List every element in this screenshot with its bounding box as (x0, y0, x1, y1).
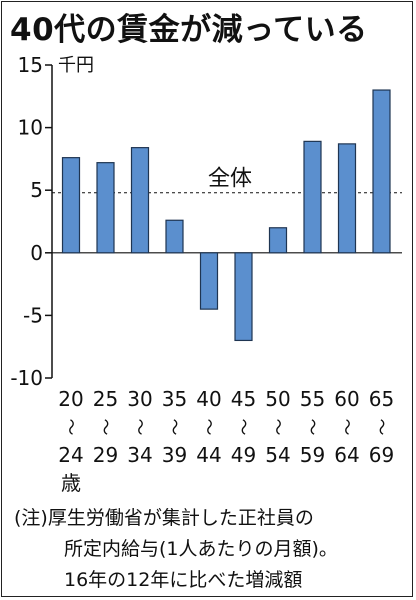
y-tick-label: 5 (30, 178, 43, 202)
y-tick-label: -5 (23, 303, 43, 327)
category-label-from: 55 (300, 387, 325, 411)
category-label-to: 34 (127, 443, 152, 467)
footnote-line-2: 所定内給与(1人あたりの月額)。 (64, 538, 338, 560)
category-label-from: 20 (58, 387, 83, 411)
category-range-mark: ～ (233, 419, 253, 436)
reference-line-label: 全体 (208, 167, 252, 192)
y-tick-label: 15 (18, 53, 43, 77)
category-range-mark: ～ (336, 419, 356, 436)
category-label-from: 25 (93, 387, 118, 411)
category-range-mark: ～ (302, 419, 322, 436)
bar (165, 219, 184, 254)
bar (199, 252, 219, 310)
category-label-to: 69 (369, 443, 394, 467)
category-label-from: 35 (162, 387, 187, 411)
category-label-from: 30 (127, 387, 152, 411)
y-tick-label: -10 (10, 366, 43, 390)
category-label-to: 64 (334, 443, 359, 467)
category-label-to: 24 (58, 443, 83, 467)
category-range-mark: ～ (371, 419, 391, 436)
bar (61, 157, 81, 254)
bar (268, 227, 288, 254)
category-range-mark: ～ (95, 419, 115, 436)
footnote: (注)厚生労働省が集計した正社員の 所定内給与(1人あたりの月額)。 16年の1… (14, 503, 410, 596)
footnote-line-1: (注)厚生労働省が集計した正社員の (14, 507, 314, 529)
category-label-from: 45 (231, 387, 256, 411)
category-label-to: 54 (265, 443, 290, 467)
unit-label: 千円 (58, 55, 94, 76)
category-label-to: 44 (196, 443, 221, 467)
chart-title: 40代の賃金が減っている (10, 12, 368, 48)
category-label-from: 40 (196, 387, 221, 411)
bar (96, 162, 115, 254)
category-labels: 20 ～ 24 歳 25 ～ 29 30 ～ 34 35 ～ 39 40 ～ 44 45 ～ 49 50 ～ 54 55 ～ 5… (58, 387, 394, 495)
category-label-from: 65 (369, 387, 394, 411)
bars-layer (61, 89, 391, 342)
category-range-mark: ～ (60, 419, 80, 436)
y-tick-label: 0 (30, 241, 43, 265)
category-label-to: 39 (162, 443, 187, 467)
category-range-mark: ～ (129, 419, 149, 436)
footnote-line-3: 16年の12年に比べた増減額 (64, 569, 303, 591)
bar (130, 147, 150, 254)
y-tick-label: 10 (18, 116, 43, 140)
bar (303, 140, 322, 254)
category-range-mark: ～ (198, 419, 218, 436)
category-label-to: 49 (231, 443, 256, 467)
category-label-from: 50 (265, 387, 290, 411)
category-label-suffix: 歳 (61, 471, 81, 495)
category-label-to: 59 (300, 443, 325, 467)
bar (234, 252, 253, 342)
category-range-mark: ～ (267, 419, 287, 436)
category-label-from: 60 (334, 387, 359, 411)
category-label-to: 29 (93, 443, 118, 467)
bar (372, 89, 391, 254)
category-range-mark: ～ (164, 419, 184, 436)
bar (337, 143, 357, 254)
